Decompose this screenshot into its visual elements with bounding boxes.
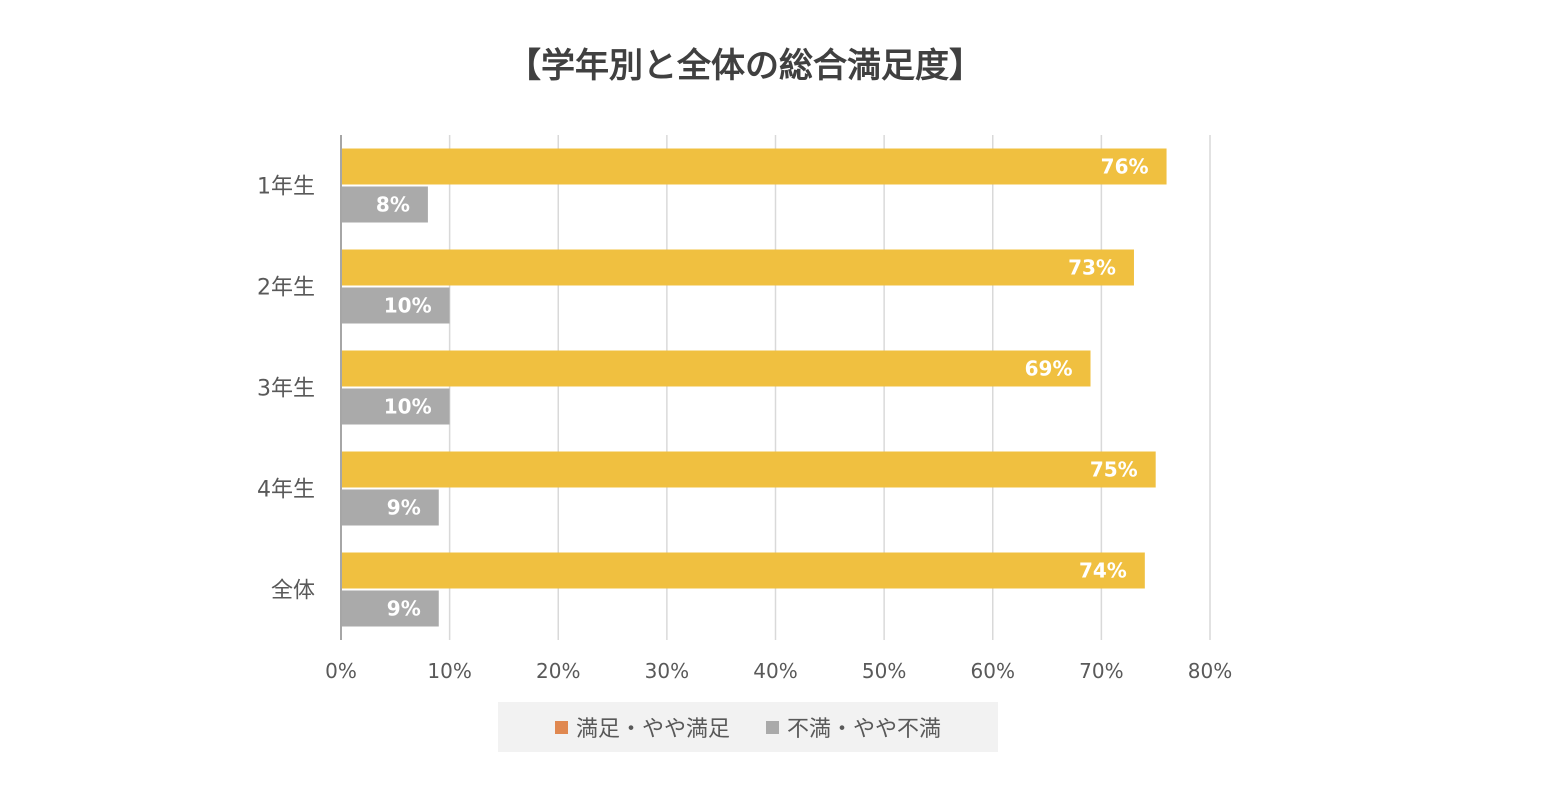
x-tick-label: 70% (1079, 659, 1123, 683)
x-tick-label: 0% (325, 659, 357, 683)
bar-satisfied (342, 249, 1134, 286)
x-tick-label: 10% (427, 659, 471, 683)
bar-dissatisfied (342, 186, 428, 223)
x-tick-label: 40% (753, 659, 797, 683)
legend-item-satisfied: 満足・やや満足 (554, 711, 730, 743)
x-tick-label: 80% (1188, 659, 1232, 683)
bar-dissatisfied (342, 287, 450, 324)
data-label: 75% (1090, 458, 1138, 482)
bars: 76% 8% 73% 10% 69% 10% 75% 9% 74% 9% (342, 148, 1167, 627)
x-tick-labels: 0% 10% 20% 30% 40% 50% 60% 70% 80% (325, 659, 1232, 683)
grid-lines (340, 135, 1211, 640)
category-label: 1年生 (257, 175, 315, 200)
category-label: 4年生 (257, 478, 315, 503)
data-label: 69% (1025, 357, 1073, 381)
data-label: 73% (1068, 256, 1116, 280)
bar-satisfied (342, 148, 1167, 185)
x-tick-label: 30% (645, 659, 689, 683)
legend-item-dissatisfied: 不満・やや不満 (766, 711, 941, 743)
category-label: 2年生 (257, 276, 315, 301)
legend-swatch-dissatisfied (766, 720, 779, 734)
legend: 満足・やや満足 不満・やや不満 (498, 702, 998, 752)
x-tick-label: 60% (971, 659, 1015, 683)
bar-satisfied (342, 350, 1091, 387)
bar-satisfied (342, 451, 1156, 488)
x-tick-label: 50% (862, 659, 906, 683)
legend-label-satisfied: 満足・やや満足 (575, 717, 730, 742)
x-tick-label: 20% (536, 659, 580, 683)
data-label: 8% (376, 193, 410, 217)
legend-label-dissatisfied: 不満・やや不満 (787, 717, 942, 742)
chart-title: 【学年別と全体の総合満足度】 (507, 46, 983, 86)
category-label: 全体 (271, 579, 315, 604)
bar-dissatisfied (342, 590, 439, 627)
bar-satisfied (342, 552, 1145, 589)
category-label: 3年生 (257, 377, 315, 402)
data-label: 9% (387, 597, 421, 621)
bar-dissatisfied (342, 388, 450, 425)
bar-dissatisfied (342, 489, 439, 526)
data-label: 9% (387, 496, 421, 520)
data-label: 74% (1079, 559, 1127, 583)
data-label: 10% (384, 395, 432, 419)
legend-swatch-satisfied (554, 720, 568, 734)
data-label: 10% (384, 294, 432, 318)
data-label: 76% (1101, 155, 1149, 179)
